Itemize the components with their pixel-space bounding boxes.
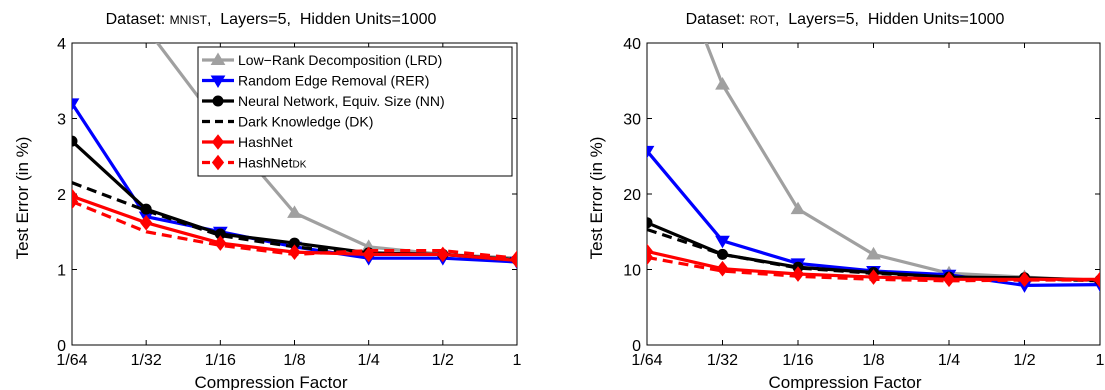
series-line <box>647 255 1100 283</box>
legend-marker <box>211 134 225 150</box>
legend: Low−Rank Decomposition (LRD) Random Edge … <box>197 46 513 177</box>
y-tick-label: 0 <box>632 338 641 355</box>
data-point <box>72 193 79 210</box>
legend-entry: Dark Knowledge (DK) <box>202 114 373 130</box>
x-tick-label: 1 <box>1096 352 1105 369</box>
legend-marker <box>210 52 226 66</box>
series-group <box>647 43 1100 293</box>
legend-label: HashNet <box>238 134 293 150</box>
legend-entry: Low−Rank Decomposition (LRD) <box>202 52 442 68</box>
chart-rot: Dataset: ROT, Layers=5, Hidden Units=100… <box>587 11 1105 390</box>
chart-title: Dataset: ROT, Layers=5, Hidden Units=100… <box>686 11 1005 28</box>
series-line <box>704 43 1100 283</box>
y-tick-label: 1 <box>57 263 66 280</box>
legend-box <box>197 46 513 177</box>
x-tick-label: 1/8 <box>283 352 305 369</box>
legend-label: HashNetDK <box>238 155 307 171</box>
plot-area: 0 10 20 30 40 1/64 1/32 1/16 1/8 1/4 1/2 1 <box>623 36 1105 369</box>
data-point <box>287 205 302 218</box>
data-point <box>647 217 653 229</box>
legend-label: Dark Knowledge (DK) <box>238 114 373 130</box>
x-tick-label: 1/64 <box>56 352 87 369</box>
x-tick-label: 1/16 <box>205 352 236 369</box>
x-axis-label: Compression Factor <box>768 373 921 390</box>
legend-entry: Neural Network, Equiv. Size (NN) <box>202 93 445 109</box>
x-axis-label: Compression Factor <box>194 373 347 390</box>
legend-label: Random Edge Removal (RER) <box>238 73 429 89</box>
data-point <box>140 214 153 231</box>
legend-label: Neural Network, Equiv. Size (NN) <box>238 93 445 109</box>
data-point <box>72 98 80 111</box>
legend-entry: HashNetDK <box>202 155 307 171</box>
legend-marker <box>211 154 225 171</box>
y-tick-label: 0 <box>57 338 66 355</box>
y-tick-label: 4 <box>57 36 66 53</box>
x-tick-label: 1/64 <box>631 352 662 369</box>
data-point <box>1093 272 1100 288</box>
plot-frame <box>646 42 1101 346</box>
data-point <box>510 250 517 266</box>
x-tick-label: 1/4 <box>938 352 960 369</box>
y-tick-label: 40 <box>623 36 641 53</box>
y-tick-label: 20 <box>623 187 641 204</box>
data-point <box>647 249 654 266</box>
chart-mnist: Dataset: MNIST, Layers=5, Hidden Units=1… <box>13 11 522 390</box>
y-tick-label: 30 <box>623 112 641 129</box>
x-tick-label: 1/4 <box>358 352 380 369</box>
x-tick-label: 1/2 <box>432 352 454 369</box>
y-tick-label: 2 <box>57 187 66 204</box>
series-line <box>72 200 517 260</box>
data-point <box>72 135 78 147</box>
data-point <box>790 201 806 215</box>
legend-marker <box>212 95 224 107</box>
series-line <box>647 149 1100 287</box>
data-point <box>716 260 729 277</box>
x-tick-label: 1/16 <box>782 352 813 369</box>
y-axis-label: Test Error (in %) <box>587 137 606 260</box>
y-axis-label: Test Error (in %) <box>13 137 32 260</box>
data-point <box>715 235 730 249</box>
x-tick-label: 1/2 <box>1013 352 1035 369</box>
data-point <box>288 244 301 260</box>
data-point <box>214 235 227 251</box>
legend-entry: Random Edge Removal (RER) <box>202 73 429 89</box>
x-tick-label: 1/32 <box>707 352 738 369</box>
legend-entry: HashNet <box>202 134 293 150</box>
chart-title: Dataset: MNIST, Layers=5, Hidden Units=1… <box>106 11 437 28</box>
x-tick-label: 1/32 <box>131 352 162 369</box>
data-point <box>647 145 655 159</box>
data-point <box>1018 271 1031 288</box>
x-tick-label: 1 <box>513 352 522 369</box>
legend-label: Low−Rank Decomposition (LRD) <box>238 52 442 68</box>
y-tick-label: 3 <box>57 112 66 129</box>
y-tick-label: 10 <box>623 263 641 280</box>
data-point <box>942 271 956 288</box>
data-point <box>715 77 730 90</box>
data-point <box>866 246 881 260</box>
legend-marker <box>210 75 226 88</box>
x-tick-label: 1/8 <box>862 352 884 369</box>
